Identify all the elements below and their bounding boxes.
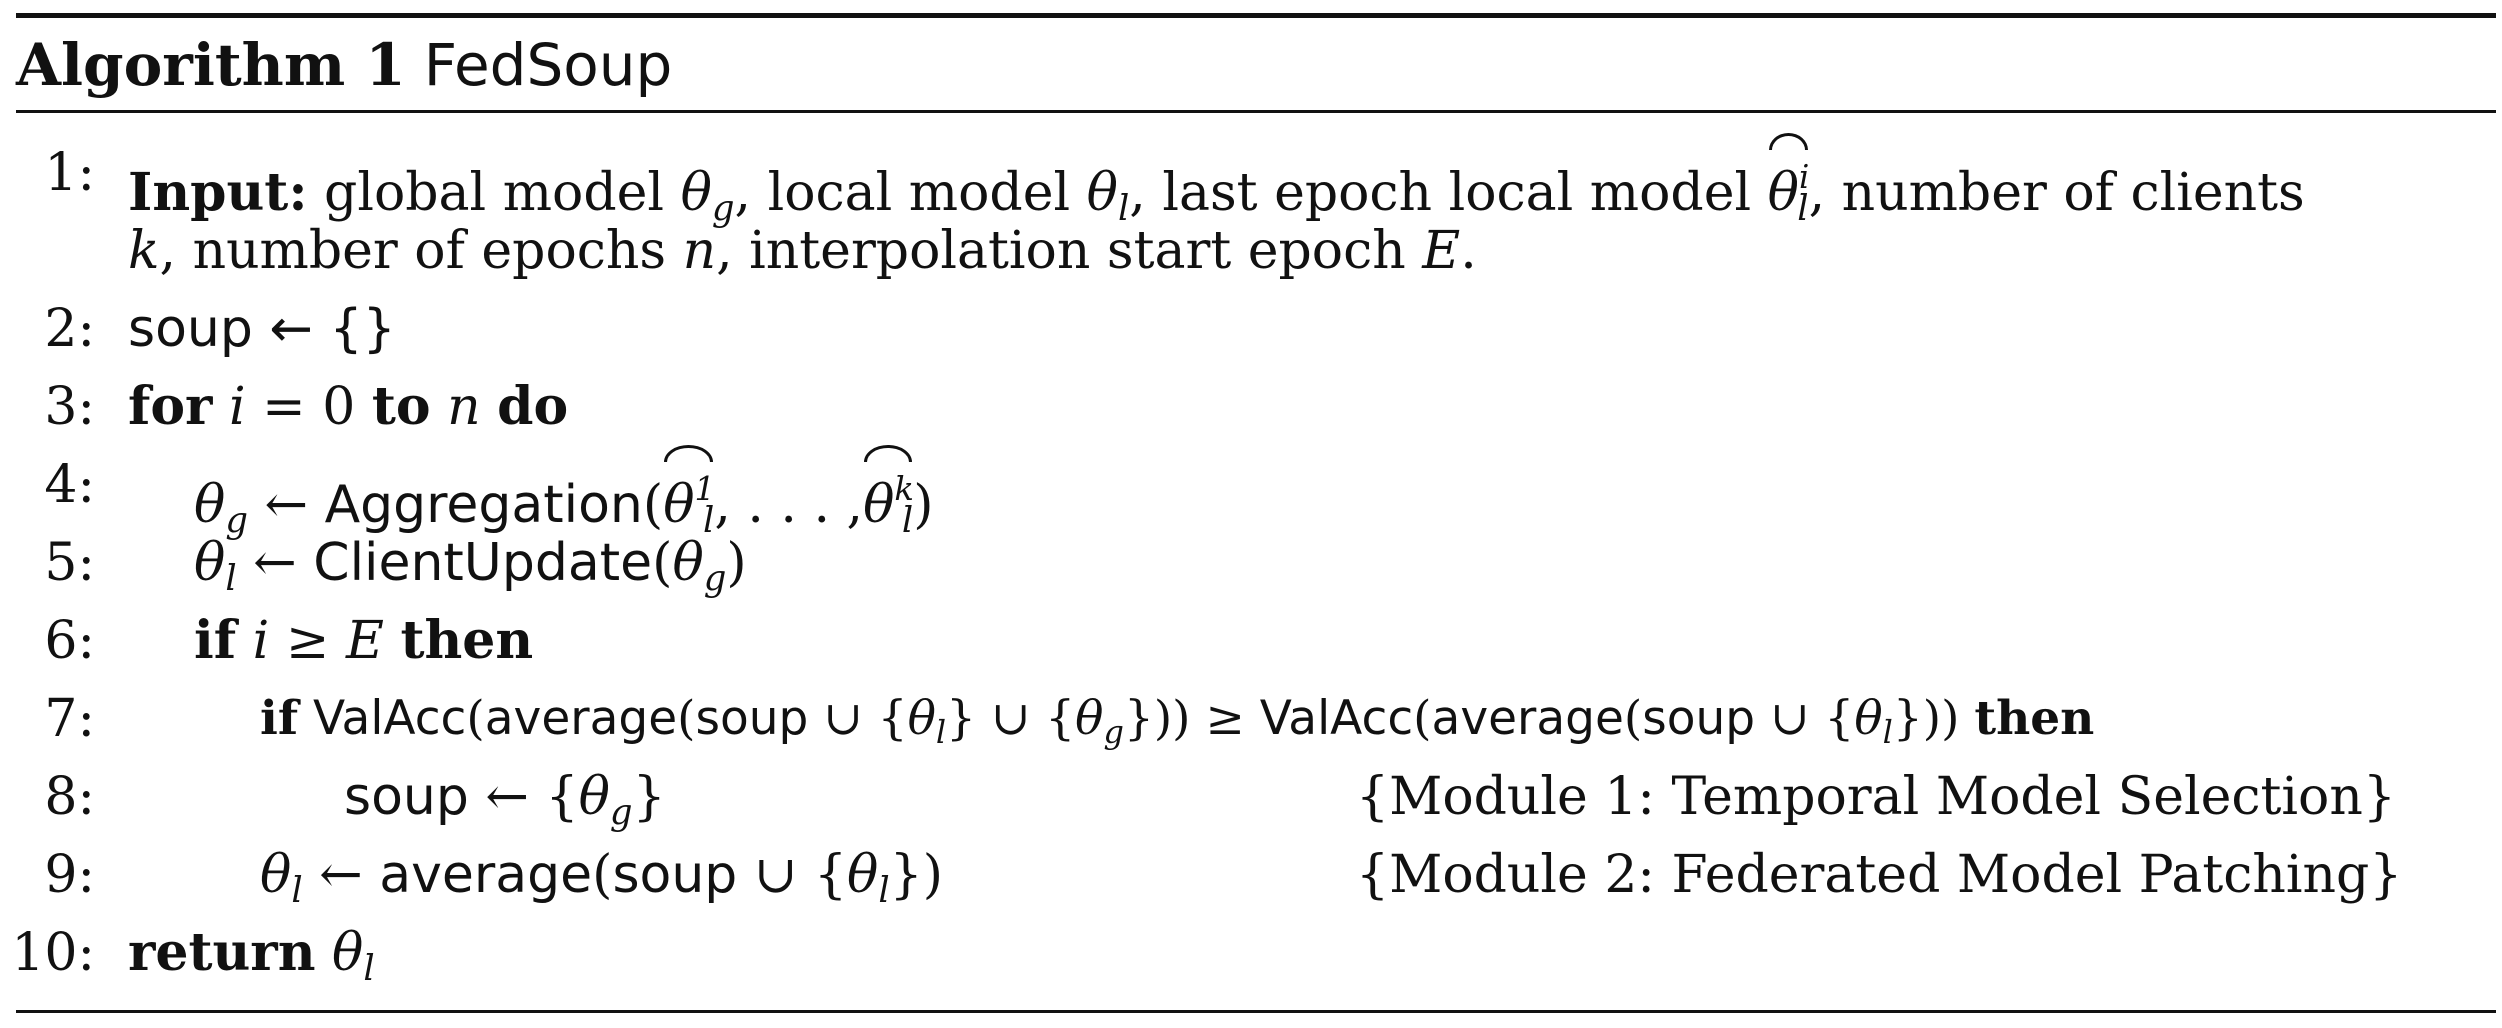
hat-theta: θil (1768, 133, 1809, 242)
line-number: 9: (44, 845, 95, 905)
line-code: θl ← average(soup ∪ {θl}) (260, 845, 944, 911)
algorithm-line-6: 6: if i ≥ E then (0, 608, 2502, 674)
line-number: 3: (44, 377, 95, 437)
line-code: return θl (128, 922, 375, 989)
algorithm-line-4: 4: θg ← Aggregation(θ1l, . . . ,θkl) (0, 445, 2502, 541)
module-comment: {Module 1: Temporal Model Selection} (1356, 767, 2396, 827)
hat-theta: θkl (863, 445, 914, 554)
algorithm-label: Algorithm 1 (16, 31, 406, 99)
input-keyword: Input: (128, 161, 308, 223)
algorithm-line-3: 3: for i = 0 to n do (0, 374, 2502, 440)
line-number: 5: (44, 533, 95, 593)
line-number: 6: (44, 611, 95, 671)
line-code: if ValAcc(average(soup ∪ {θl} ∪ {θg})) ≥… (260, 691, 2095, 751)
algorithm-header: Algorithm 1 FedSoup (16, 30, 672, 100)
line-code: soup ← {θg} (344, 767, 666, 833)
line-number: 7: (44, 689, 95, 749)
module-comment: {Module 2: Federated Model Patching} (1356, 845, 2403, 905)
line-code: θg ← Aggregation(θ1l, . . . ,θkl) (194, 445, 934, 554)
algorithm-line-2: 2: soup ← {} (0, 296, 2502, 362)
line-number: 10: (11, 923, 95, 983)
algorithm-line-9: 9: θl ← average(soup ∪ {θl}) {Module 2: … (0, 842, 2502, 911)
algorithm-line-7: 7: if ValAcc(average(soup ∪ {θl} ∪ {θg})… (0, 686, 2502, 752)
algorithm-line-1: 1: Input: global model θg, local model θ… (0, 133, 2502, 229)
algorithm-name: FedSoup (423, 31, 673, 99)
bottom-rule (16, 1010, 2496, 1013)
line-code: θl ← ClientUpdate(θg) (194, 533, 747, 599)
line-number: 1: (44, 143, 95, 203)
line-code: k, number of epochs n, interpolation sta… (128, 221, 1477, 281)
algorithm-line-5: 5: θl ← ClientUpdate(θg) (0, 530, 2502, 599)
header-rule (16, 110, 2496, 113)
line-code: Input: global model θg, local model θl, … (128, 133, 2305, 242)
top-rule (16, 13, 2496, 18)
line-code: soup ← {} (128, 299, 396, 359)
hat-theta: θ1l (663, 445, 715, 554)
line-code: if i ≥ E then (194, 610, 534, 671)
algorithm-line-8: 8: soup ← {θg} {Module 1: Temporal Model… (0, 764, 2502, 833)
algorithm-line-1-continued: k, number of epochs n, interpolation sta… (0, 218, 2502, 284)
line-number: 2: (44, 299, 95, 359)
line-number: 8: (44, 767, 95, 827)
line-code: for i = 0 to n do (128, 376, 569, 437)
line-number: 4: (44, 455, 95, 515)
algorithm-line-10: 10: return θl (0, 920, 2502, 989)
